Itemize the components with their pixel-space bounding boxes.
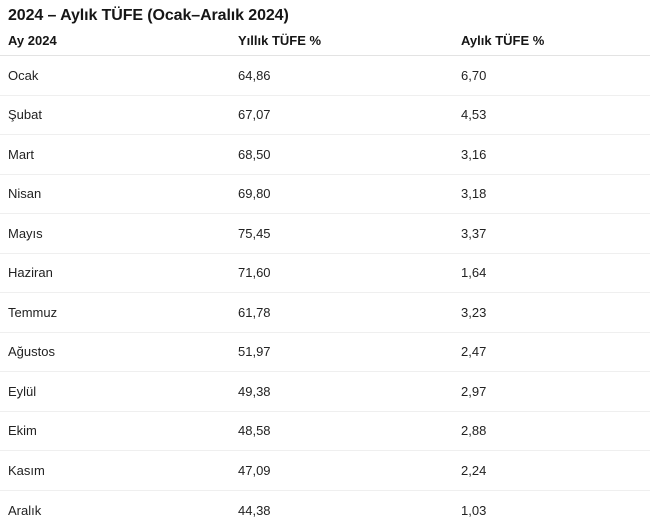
monthly-value-cell: 3,18 [461,186,487,202]
monthly-value-cell: 3,16 [461,146,487,162]
month-cell: Nisan [8,186,42,202]
month-cell: Temmuz [8,304,58,320]
month-cell: Şubat [8,107,42,123]
table-row: Ekim 48,58 2,88 [0,412,650,451]
page-title: 2024 – Aylık TÜFE (Ocak–Aralık 2024) [8,7,289,24]
table-row: Mart 68,50 3,16 [0,135,650,175]
month-cell: Kasım [8,462,45,478]
table-row: Ocak 64,86 6,70 [0,56,650,96]
monthly-value-cell: 2,24 [461,462,487,478]
yearly-value-cell: 47,09 [238,462,271,478]
monthly-value-cell: 2,97 [461,383,487,399]
monthly-value-cell: 2,47 [461,344,487,360]
table-row: Şubat 67,07 4,53 [0,96,650,135]
column-header-month: Ay 2024 [8,33,57,48]
month-cell: Mart [8,146,34,162]
yearly-value-cell: 61,78 [238,304,271,320]
yearly-value-cell: 51,97 [238,344,271,360]
month-cell: Mayıs [8,225,43,241]
monthly-value-cell: 1,64 [461,265,487,281]
table-row: Eylül 49,38 2,97 [0,372,650,412]
table-row: Haziran 71,60 1,64 [0,254,650,293]
month-cell: Ekim [8,423,37,439]
yearly-value-cell: 64,86 [238,67,271,83]
yearly-value-cell: 48,58 [238,423,271,439]
month-cell: Ağustos [8,344,55,360]
table-row: Kasım 47,09 2,24 [0,451,650,491]
yearly-value-cell: 75,45 [238,225,271,241]
yearly-value-cell: 44,38 [238,502,271,518]
column-header-monthly-tufe: Aylık TÜFE % [461,33,545,48]
table-row: Temmuz 61,78 3,23 [0,293,650,333]
table-row: Ağustos 51,97 2,47 [0,333,650,372]
monthly-value-cell: 2,88 [461,423,487,439]
table-row: Aralık 44,38 1,03 [0,491,650,531]
month-cell: Ocak [8,67,39,83]
monthly-value-cell: 3,23 [461,304,487,320]
month-cell: Haziran [8,265,53,281]
table-row: Nisan 69,80 3,18 [0,175,650,214]
yearly-value-cell: 68,50 [238,146,271,162]
monthly-value-cell: 6,70 [461,67,487,83]
month-cell: Eylül [8,383,37,399]
table-body: Ocak 64,86 6,70 Şubat 67,07 4,53 Mart 68,50 3,16… [0,56,650,530]
yearly-value-cell: 49,38 [238,383,271,399]
monthly-value-cell: 3,37 [461,225,487,241]
table-row: Mayıs 75,45 3,37 [0,214,650,254]
table-header-row: Ay 2024 Yıllık TÜFE % Aylık TÜFE % [0,26,650,56]
yearly-value-cell: 67,07 [238,107,271,123]
yearly-value-cell: 69,80 [238,186,271,202]
monthly-value-cell: 4,53 [461,107,487,123]
yearly-value-cell: 71,60 [238,265,271,281]
month-cell: Aralık [8,502,42,518]
column-header-yearly-tufe: Yıllık TÜFE % [238,33,322,48]
monthly-value-cell: 1,03 [461,502,487,518]
